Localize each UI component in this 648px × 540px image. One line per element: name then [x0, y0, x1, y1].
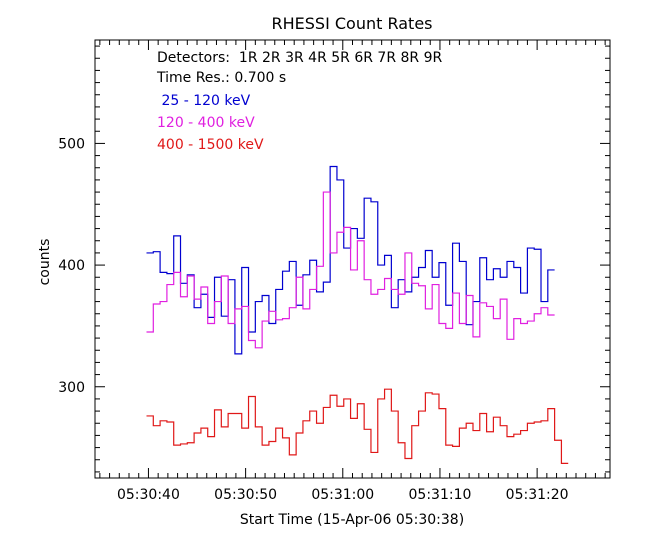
x-tick-label-2: 05:31:00 [311, 487, 374, 503]
y-tick-label-2: 500 [58, 136, 85, 152]
ticks-layer [95, 40, 610, 478]
x-axis-label: Start Time (15-Apr-06 05:30:38) [240, 512, 464, 528]
annotation-detectors: Detectors: 1R 2R 3R 4R 5R 6R 7R 8R 9R [157, 50, 443, 66]
x-tick-label-0: 05:30:40 [117, 487, 180, 503]
series-line-1 [146, 191, 555, 349]
x-tick-label-1: 05:30:50 [214, 487, 277, 503]
series-line-2 [146, 388, 569, 464]
legend-entry-400-1500: 400 - 1500 keV [157, 137, 264, 153]
y-tick-label-0: 300 [58, 380, 85, 396]
chart-title: RHESSI Count Rates [272, 14, 433, 33]
annotation-block: Detectors: 1R 2R 3R 4R 5R 6R 7R 8R 9R Ti… [156, 50, 443, 153]
legend-entry-120-400: 120 - 400 keV [157, 115, 255, 131]
y-tick-label-1: 400 [58, 258, 85, 274]
y-axis-label: counts [37, 239, 53, 286]
x-tick-label-3: 05:31:10 [409, 487, 472, 503]
series-layer [146, 165, 569, 464]
legend-entry-25-120: 25 - 120 keV [157, 93, 251, 109]
tick-labels: 05:30:40 05:30:50 05:31:00 05:31:10 05:31:20… [58, 136, 568, 503]
annotation-time-res: Time Res.: 0.700 s [156, 70, 286, 86]
x-tick-label-4: 05:31:20 [506, 487, 569, 503]
